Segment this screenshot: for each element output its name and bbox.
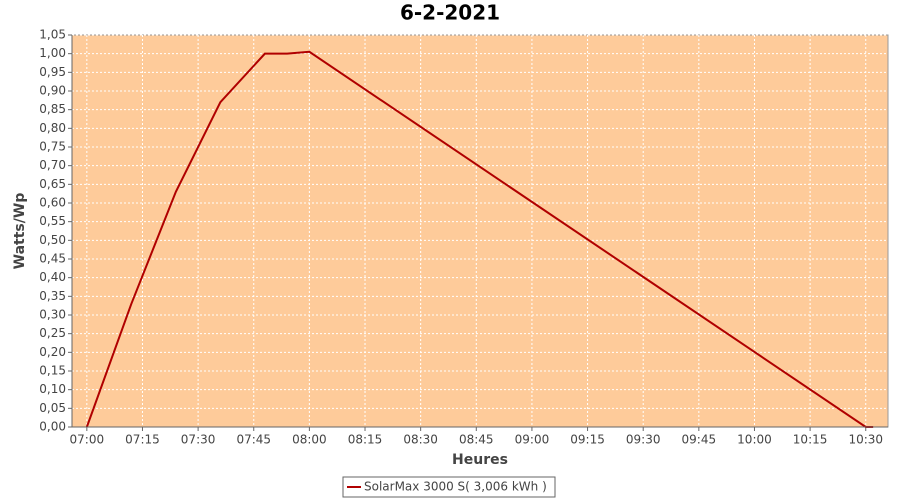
x-axis-label: Heures <box>452 452 508 468</box>
y-tick-label: 1,05 <box>39 28 66 42</box>
x-tick-label: 09:45 <box>682 433 717 447</box>
y-tick-label: 0,35 <box>39 289 66 303</box>
y-tick-label: 0,50 <box>39 233 66 247</box>
x-tick-label: 10:00 <box>737 433 772 447</box>
chart-title: 6-2-2021 <box>400 1 500 25</box>
y-tick-label: 0,70 <box>39 158 66 172</box>
x-tick-label: 10:30 <box>848 433 883 447</box>
x-tick-label: 09:00 <box>515 433 550 447</box>
y-tick-label: 0,20 <box>39 345 66 359</box>
y-axis-label: Watts/Wp <box>12 193 28 270</box>
plot-area <box>71 34 889 428</box>
y-tick-label: 0,00 <box>39 420 66 434</box>
y-tick-label: 0,85 <box>39 102 66 116</box>
y-tick-label: 0,55 <box>39 214 66 228</box>
x-tick-label: 08:30 <box>403 433 438 447</box>
x-tick-label: 07:00 <box>70 433 105 447</box>
series-line <box>85 50 874 428</box>
x-tick-label: 10:15 <box>793 433 828 447</box>
x-tick-label: 08:15 <box>348 433 383 447</box>
y-tick-label: 0,25 <box>39 326 66 340</box>
y-tick-label: 0,90 <box>39 84 66 98</box>
y-tick-label: 0,80 <box>39 121 66 135</box>
y-tick-label: 0,05 <box>39 401 66 415</box>
x-tick-label: 09:15 <box>570 433 605 447</box>
y-tick-label: 0,10 <box>39 382 66 396</box>
y-tick-label: 0,65 <box>39 177 66 191</box>
y-tick-label: 0,40 <box>39 270 66 284</box>
y-tick-label: 0,30 <box>39 308 66 322</box>
legend-label: SolarMax 3000 S( 3,006 kWh ) <box>364 480 547 494</box>
y-tick-label: 0,45 <box>39 252 66 266</box>
x-tick-label: 07:30 <box>181 433 216 447</box>
y-tick-label: 1,00 <box>39 46 66 60</box>
x-tick-label: 07:15 <box>125 433 160 447</box>
x-tick-label: 08:45 <box>459 433 494 447</box>
x-tick-label: 09:30 <box>626 433 661 447</box>
y-tick-label: 0,60 <box>39 196 66 210</box>
y-tick-label: 0,95 <box>39 65 66 79</box>
y-tick-label: 0,75 <box>39 140 66 154</box>
y-tick-label: 0,15 <box>39 364 66 378</box>
x-tick-label: 07:45 <box>236 433 271 447</box>
legend-box <box>342 476 556 498</box>
x-tick-label: 08:00 <box>292 433 327 447</box>
